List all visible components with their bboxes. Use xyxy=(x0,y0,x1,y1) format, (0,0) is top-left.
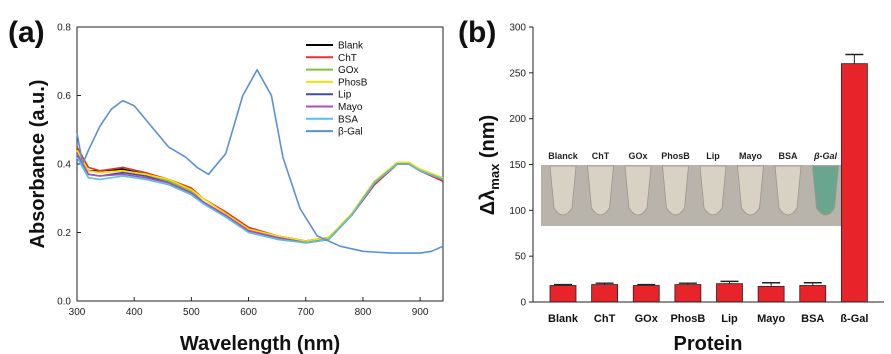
bar xyxy=(840,63,868,303)
series-line-blank xyxy=(76,149,444,242)
photo-label: ChT xyxy=(592,151,610,161)
inset-photo-labels: Blanck ChT GOx PhosB Lip Mayo BSA β-Gal xyxy=(548,151,837,161)
legend-entry: ChT xyxy=(338,53,357,64)
bar xyxy=(716,283,743,303)
legend-entry: PhosB xyxy=(338,77,368,88)
bar xyxy=(757,286,785,303)
tube xyxy=(737,165,764,216)
axis-ticks-a: 300 400 500 600 700 800 900 0.0 0.2 0.4 0.6 0.8 xyxy=(57,23,429,319)
series-line-mayo xyxy=(76,153,444,244)
category-label: ß-Gal xyxy=(840,313,868,325)
inset-photo-background xyxy=(541,165,848,226)
y-tick-label-a: 0.6 xyxy=(57,91,71,102)
tube-green xyxy=(812,165,839,216)
series-line-lip xyxy=(76,153,444,244)
y-axis-title-b-sub: max xyxy=(487,163,502,190)
axis-ticks-b: 0 50 100 150 200 250 300 xyxy=(509,23,533,309)
photo-label: Blanck xyxy=(548,151,579,161)
y-tick-label-b: 100 xyxy=(509,206,526,217)
x-tick-label-a: 300 xyxy=(69,307,86,318)
y-tick-label-a: 0.8 xyxy=(57,23,71,34)
bars xyxy=(549,53,868,303)
photo-label: Mayo xyxy=(739,151,763,161)
y-axis-title-b-main: Δλ xyxy=(477,190,499,216)
series-line-bsa xyxy=(76,156,444,244)
tube xyxy=(662,165,689,216)
category-label: GOx xyxy=(635,313,659,325)
tube xyxy=(624,165,652,216)
panel-label-a: (a) xyxy=(8,16,45,49)
legend-entry: Blank xyxy=(338,41,364,52)
y-tick-label-b: 200 xyxy=(509,114,526,125)
x-tick-label-a: 400 xyxy=(126,307,143,318)
photo-label: β-Gal xyxy=(813,151,838,161)
shift-bar-chart: Blanck ChT GOx PhosB Lip Mayo BSA β-Gal 0 50 100 1… xyxy=(477,23,884,354)
series-line-gox xyxy=(76,149,444,244)
plot-frame-a xyxy=(76,26,444,302)
y-axis-title-a: Absorbance (a.u.) xyxy=(27,80,49,249)
inset-tubes xyxy=(549,165,839,216)
photo-label: GOx xyxy=(628,151,647,161)
category-label: Blank xyxy=(548,313,579,325)
bar xyxy=(591,284,619,303)
photo-label: PhosB xyxy=(661,151,690,161)
x-tick-label-a: 900 xyxy=(412,307,429,318)
photo-label: Lip xyxy=(706,151,720,161)
inset-photo: Blanck ChT GOx PhosB Lip Mayo BSA β-Gal xyxy=(541,151,848,226)
panel-label-b: (b) xyxy=(458,16,496,49)
tube xyxy=(774,165,802,216)
tube xyxy=(587,165,614,216)
y-tick-label-b: 300 xyxy=(509,23,526,34)
spectra-lines xyxy=(76,69,444,254)
y-tick-label-b: 250 xyxy=(509,68,526,79)
y-tick-label-b: 150 xyxy=(509,160,526,171)
category-label: PhosB xyxy=(670,313,705,325)
category-label: Mayo xyxy=(757,313,785,325)
bar xyxy=(674,284,702,303)
category-label: ChT xyxy=(594,313,616,325)
y-tick-label-b: 0 xyxy=(520,298,526,309)
bar xyxy=(799,285,827,303)
x-tick-label-a: 700 xyxy=(297,307,314,318)
bar xyxy=(549,285,577,303)
y-tick-label-a: 0.0 xyxy=(57,297,71,308)
series-line-phosb xyxy=(76,149,444,242)
bar xyxy=(632,285,660,303)
x-tick-label-a: 800 xyxy=(355,307,372,318)
category-label: Lip xyxy=(721,313,738,325)
x-axis-title-a: Wavelength (nm) xyxy=(180,333,340,354)
legend-entry: BSA xyxy=(338,114,358,125)
legend-entry: β-Gal xyxy=(338,127,363,138)
tube xyxy=(699,165,727,216)
x-tick-label-a: 500 xyxy=(183,307,200,318)
tube xyxy=(549,165,577,216)
absorbance-chart: 300 400 500 600 700 800 900 0.0 0.2 0.4 0.6 0.8 Bla… xyxy=(27,23,444,354)
legend-entry: Mayo xyxy=(338,102,363,113)
y-axis-title-b: Δλmax (nm) xyxy=(477,115,502,215)
x-axis-title-b: Protein xyxy=(674,333,743,354)
category-label: BSA xyxy=(801,313,824,325)
y-tick-label-b: 50 xyxy=(515,252,527,263)
legend-entry: GOx xyxy=(338,65,359,76)
y-tick-label-a: 0.4 xyxy=(57,160,71,171)
y-tick-label-a: 0.2 xyxy=(57,228,71,239)
series-line-cht xyxy=(76,146,444,242)
series-line--gal xyxy=(76,69,444,254)
category-labels: Blank ChT GOx PhosB Lip Mayo BSA ß-Gal xyxy=(548,313,868,325)
legend-entry: Lip xyxy=(338,90,352,101)
photo-label: BSA xyxy=(778,151,798,161)
y-axis-title-b-unit: (nm) xyxy=(477,115,499,164)
x-tick-label-a: 600 xyxy=(240,307,257,318)
